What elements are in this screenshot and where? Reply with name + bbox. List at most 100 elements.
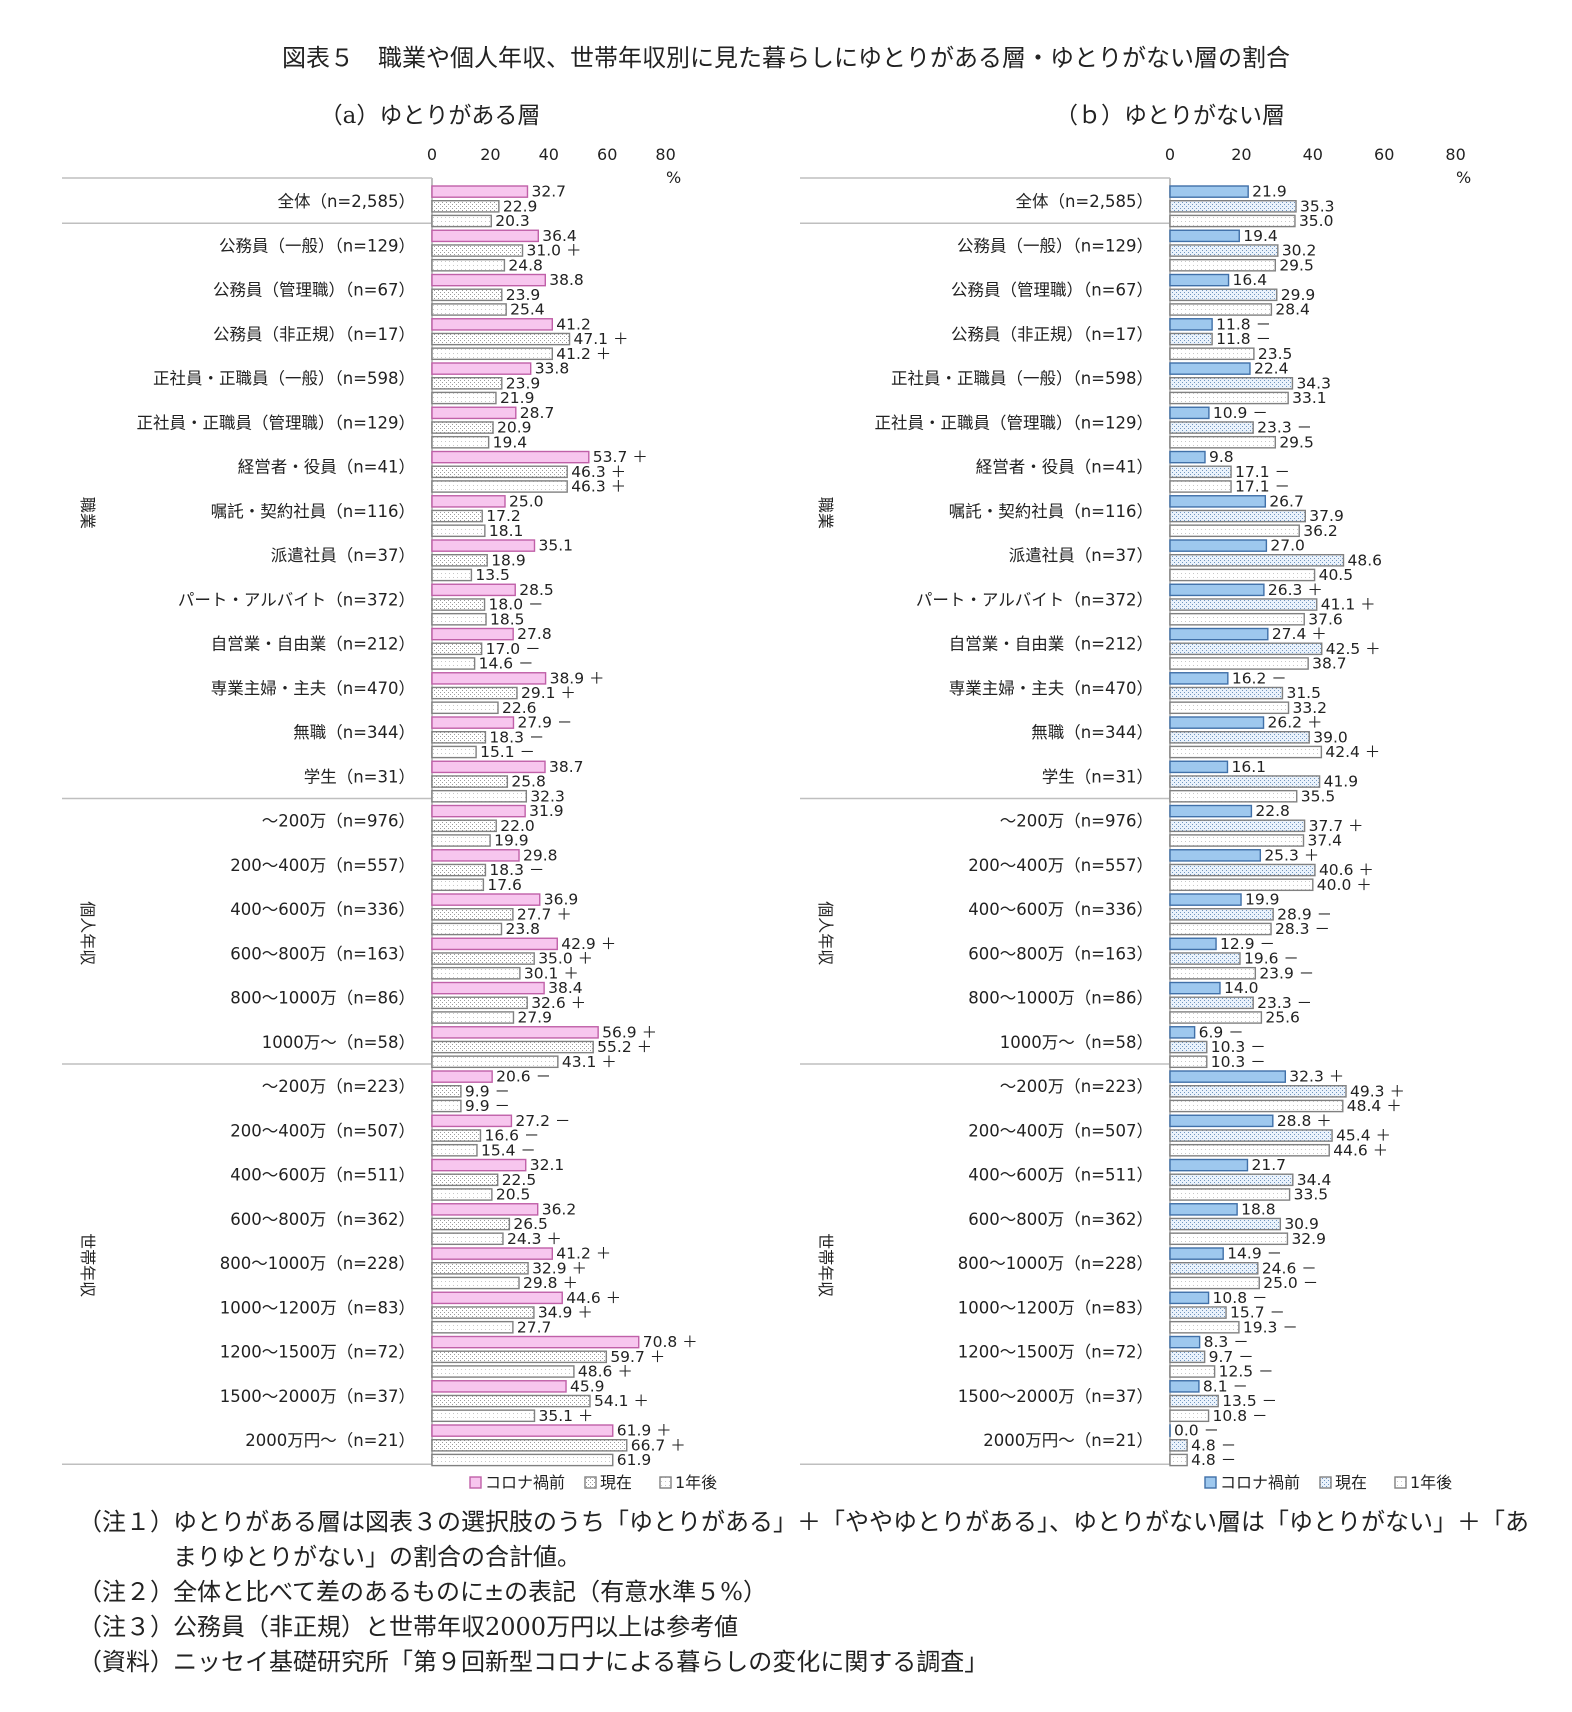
bar-a-before — [431, 1291, 563, 1305]
bar-b-before — [1169, 362, 1251, 375]
data-label: 9.8 — [1209, 448, 1234, 466]
data-label: 29.5 — [1279, 433, 1314, 451]
legend-label: コロナ禍前 — [485, 1473, 565, 1492]
category-label: 600～800万（n=362） — [230, 1210, 415, 1229]
data-label: 38.7 — [1312, 655, 1347, 673]
data-label: 35.3 — [1300, 197, 1335, 215]
bar-a-before — [431, 627, 514, 641]
data-label: 32.3 — [530, 787, 565, 805]
data-label: 36.2 — [1303, 522, 1338, 540]
bar-b-after — [1169, 303, 1273, 316]
bar-b-before — [1169, 1203, 1238, 1216]
bar-a-after — [431, 701, 499, 715]
bar-a-after — [431, 524, 486, 538]
bar-a-now — [431, 1084, 462, 1098]
data-label: 31.9 — [529, 802, 564, 820]
bar-b-after — [1169, 1453, 1188, 1467]
category-label: ～200万（n=976） — [262, 812, 415, 831]
category-label: 2000万円～（n=21） — [245, 1431, 415, 1450]
data-label: 24.6 － — [1262, 1259, 1317, 1277]
data-label: 22.8 — [1255, 802, 1290, 820]
data-label: 28.3 － — [1275, 920, 1330, 938]
bar-b-before — [1169, 406, 1210, 420]
data-label: 20.3 — [495, 212, 530, 230]
bar-b-before — [1169, 273, 1230, 287]
data-label: 18.8 — [1241, 1200, 1276, 1218]
bar-b-before — [1169, 1070, 1287, 1083]
data-label: 23.5 — [1258, 345, 1293, 363]
bar-b-before — [1169, 760, 1229, 774]
bar-b-now — [1169, 1173, 1294, 1187]
data-label: 35.1 — [538, 537, 573, 555]
category-label: 嘱託・契約社員（n=116） — [949, 502, 1153, 521]
category-label: 1000～1200万（n=83） — [958, 1298, 1153, 1317]
bar-b-now — [1169, 1261, 1259, 1275]
bar-a-now — [431, 421, 494, 434]
bar-a-after — [431, 1453, 614, 1467]
bar-b-before — [1169, 185, 1249, 198]
data-label: 25.8 — [511, 773, 546, 791]
note-text: ゆとりがある層は図表３の選択肢のうち「ゆとりがある」＋「ややゆとりがある」、ゆと… — [173, 1508, 1529, 1571]
data-label: 28.4 — [1275, 301, 1310, 319]
category-label: 正社員・正職員（管理職）（n=129） — [136, 413, 415, 432]
bar-b-now — [1169, 819, 1306, 833]
note-text: 全体と比べて差のあるものに±の表記（有意水準５%） — [173, 1578, 767, 1606]
data-label: 28.9 － — [1277, 905, 1332, 923]
bar-a-before — [431, 273, 546, 287]
category-label: 学生（n=31） — [304, 767, 415, 786]
category-label: 800～1000万（n=86） — [968, 989, 1153, 1008]
legend-swatch — [1319, 1476, 1332, 1489]
data-label: 23.9 — [506, 286, 541, 304]
bar-b-before — [1169, 539, 1268, 552]
category-label: ～200万（n=223） — [1000, 1077, 1153, 1096]
category-label: ～200万（n=976） — [1000, 812, 1153, 831]
data-label: 21.7 — [1251, 1156, 1286, 1174]
group-label: 世帯年収 — [78, 1233, 97, 1297]
legend-label: 1年後 — [1410, 1473, 1452, 1492]
bar-a-before — [431, 760, 546, 774]
category-label: 1000万～（n=58） — [1000, 1033, 1153, 1052]
category-label: 1500～2000万（n=37） — [220, 1387, 415, 1406]
category-label: パート・アルバイト（n=372） — [916, 590, 1153, 609]
data-label: 49.3 ＋ — [1350, 1082, 1405, 1100]
bar-a-now — [431, 1350, 608, 1364]
bar-b-now — [1169, 686, 1284, 700]
category-label: 無職（n=344） — [1031, 723, 1153, 742]
bar-a-after — [431, 1320, 514, 1334]
bar-b-before — [1169, 1026, 1196, 1039]
bar-b-now — [1169, 996, 1254, 1010]
bar-a-before — [431, 849, 520, 862]
data-label: 14.6 － — [479, 655, 534, 673]
bar-b-now — [1169, 199, 1297, 213]
data-label: 22.0 — [500, 817, 535, 835]
bar-a-before — [431, 716, 515, 729]
data-label: 26.5 — [513, 1215, 548, 1233]
bar-b-before — [1169, 583, 1265, 597]
data-label: 9.9 － — [465, 1097, 510, 1115]
bar-b-before — [1169, 318, 1213, 331]
data-label: 47.1 ＋ — [574, 330, 629, 348]
bar-b-now — [1169, 332, 1213, 346]
bar-a-now — [431, 908, 514, 921]
data-label: 35.1 ＋ — [538, 1407, 593, 1425]
category-label: 公務員（非正規）（n=17） — [951, 325, 1153, 344]
x-tick-label: 80 — [1445, 145, 1465, 164]
bar-a-before — [431, 1026, 599, 1039]
bar-b-after — [1169, 1409, 1210, 1423]
bar-b-after — [1169, 524, 1300, 538]
bar-b-now — [1169, 1350, 1206, 1364]
axis-unit-label: % — [666, 168, 681, 187]
bar-a-now — [431, 642, 483, 656]
data-label: 29.5 — [1279, 256, 1314, 274]
bar-b-before — [1169, 1158, 1249, 1172]
data-label: 38.9 ＋ — [550, 669, 605, 687]
x-tick-label: 0 — [427, 145, 437, 164]
data-label: 61.9 ＋ — [617, 1422, 672, 1440]
category-label: 派遣社員（n=37） — [271, 546, 415, 565]
data-label: 23.9 － — [1259, 964, 1314, 982]
data-label: 27.7 — [517, 1318, 552, 1336]
category-label: 正社員・正職員（一般）（n=598） — [153, 369, 415, 388]
bar-a-before — [431, 583, 516, 597]
data-label: 4.8 － — [1191, 1436, 1236, 1454]
category-label: 200～400万（n=507） — [230, 1121, 415, 1140]
